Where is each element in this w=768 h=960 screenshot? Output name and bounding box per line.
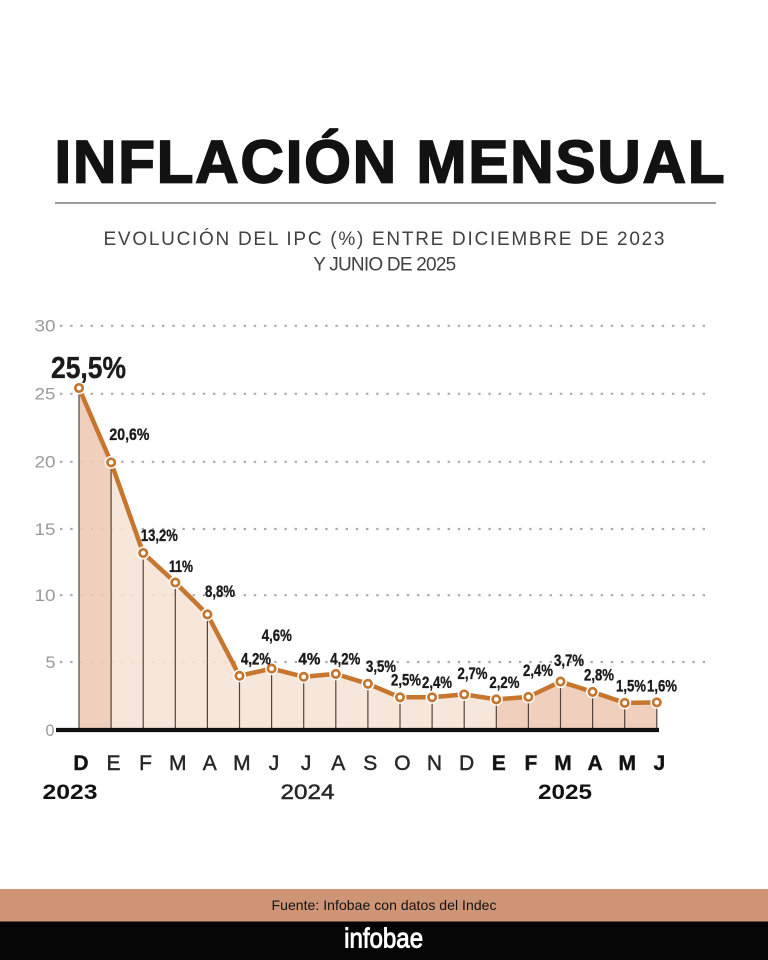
svg-text:20: 20 (35, 454, 56, 472)
svg-text:O: O (394, 752, 410, 775)
svg-text:M: M (169, 752, 187, 775)
svg-text:infobae: infobae (344, 922, 423, 953)
svg-text:10: 10 (35, 587, 56, 605)
svg-text:3,7%: 3,7% (554, 651, 584, 670)
svg-text:2,4%: 2,4% (523, 661, 553, 680)
svg-text:M: M (618, 752, 636, 775)
svg-text:F: F (139, 752, 152, 775)
svg-text:M: M (554, 752, 572, 775)
svg-text:A: A (588, 752, 603, 775)
svg-text:1,6%: 1,6% (647, 677, 677, 696)
svg-text:Fuente: Infobae con datos del: Fuente: Infobae con datos del Indec (272, 897, 497, 913)
svg-text:4,2%: 4,2% (241, 650, 271, 669)
svg-text:1,5%: 1,5% (616, 677, 646, 696)
svg-text:M: M (233, 752, 251, 775)
svg-text:2024: 2024 (281, 781, 335, 804)
svg-text:2,7%: 2,7% (458, 664, 488, 683)
svg-text:D: D (459, 752, 474, 775)
svg-text:5: 5 (46, 654, 56, 672)
svg-text:4,6%: 4,6% (262, 626, 292, 645)
svg-text:S: S (363, 752, 377, 775)
svg-text:25: 25 (35, 386, 56, 404)
svg-text:11%: 11% (169, 557, 193, 576)
svg-text:D: D (73, 752, 88, 775)
svg-text:25,5%: 25,5% (51, 350, 126, 385)
svg-text:E: E (492, 752, 506, 775)
svg-text:2,4%: 2,4% (422, 673, 452, 692)
svg-text:3,5%: 3,5% (366, 657, 396, 676)
svg-text:2,8%: 2,8% (584, 665, 614, 684)
svg-text:J: J (301, 752, 312, 775)
svg-text:A: A (203, 752, 217, 775)
svg-text:EVOLUCIÓN DEL IPC (%) ENTRE DI: EVOLUCIÓN DEL IPC (%) ENTRE DICIEMBRE DE… (104, 228, 665, 250)
svg-text:Y JUNIO DE 2025: Y JUNIO DE 2025 (313, 255, 456, 276)
svg-text:N: N (427, 752, 442, 775)
svg-text:F: F (524, 752, 537, 775)
svg-text:J: J (269, 752, 280, 775)
svg-text:8,8%: 8,8% (205, 582, 235, 601)
svg-text:2,2%: 2,2% (489, 673, 519, 692)
svg-text:30: 30 (35, 318, 56, 336)
svg-text:INFLACIÓN MENSUAL: INFLACIÓN MENSUAL (55, 129, 725, 196)
svg-text:20,6%: 20,6% (109, 425, 149, 444)
svg-text:15: 15 (35, 521, 56, 539)
svg-text:4,2%: 4,2% (330, 650, 360, 669)
svg-text:A: A (331, 752, 345, 775)
svg-text:4%: 4% (298, 650, 320, 669)
svg-text:2023: 2023 (43, 781, 98, 804)
svg-text:13,2%: 13,2% (141, 526, 178, 545)
svg-text:2025: 2025 (538, 781, 592, 804)
svg-text:2,5%: 2,5% (391, 670, 421, 689)
svg-text:E: E (106, 752, 120, 775)
svg-text:0: 0 (46, 722, 55, 740)
svg-text:J: J (653, 752, 665, 775)
